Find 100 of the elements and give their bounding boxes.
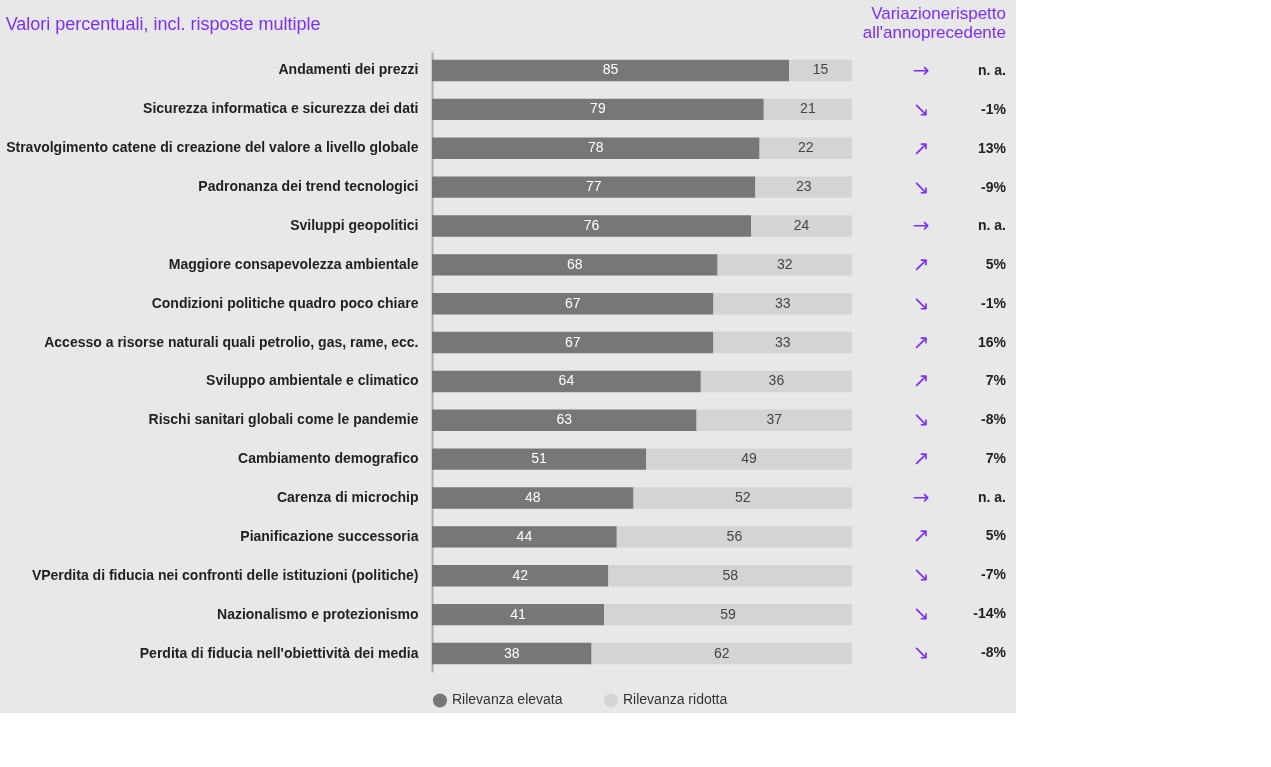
data-label: 63 — [556, 411, 573, 428]
y-tick-label: Andamenti dei prezzi — [278, 61, 419, 78]
text: -1% — [981, 101, 1007, 118]
data-label: 67 — [564, 294, 581, 311]
y-tick-label: Carenza di microchip — [276, 489, 419, 506]
legend-label: Rilevanza ridotta — [623, 691, 728, 708]
text: ↘ — [912, 290, 930, 315]
data-label: 68 — [567, 255, 583, 272]
data-label: 38 — [504, 644, 520, 661]
data-label: 33 — [774, 294, 791, 311]
bar — [432, 254, 718, 276]
bar — [432, 137, 760, 159]
bar — [432, 98, 764, 121]
bar — [432, 642, 592, 665]
text: n. a. — [977, 62, 1006, 79]
text: ↗ — [912, 329, 930, 354]
text: -8% — [981, 411, 1007, 428]
bar — [608, 565, 852, 587]
text: -9% — [981, 178, 1007, 195]
bar — [432, 176, 756, 198]
text: 7% — [985, 372, 1007, 389]
bar — [432, 565, 609, 587]
y-tick-label: Sviluppi geopolitici — [290, 216, 419, 233]
bar — [789, 59, 852, 82]
y-tick-label: Padronanza dei trend tecnologici — [198, 178, 419, 195]
text: Variazionerispetto all'annoprecedente — [862, 4, 1006, 42]
text: Valori percentuali, incl. risposte multiple — [5, 14, 321, 34]
text: 5% — [985, 256, 1007, 273]
data-label: 23 — [795, 178, 812, 195]
text: n. a. — [977, 217, 1006, 234]
text: ↘ — [912, 407, 930, 432]
text: → — [912, 213, 930, 238]
y-tick-label: Accesso a risorse naturali quali petrolio, gas, rame, ecc. — [44, 333, 419, 350]
text: ↗ — [912, 252, 930, 277]
data-label: 48 — [525, 489, 541, 506]
text: -7% — [981, 566, 1007, 583]
data-label: 62 — [714, 644, 730, 661]
bar — [759, 137, 852, 159]
text: ↗ — [912, 523, 930, 548]
data-label: 41 — [510, 605, 527, 622]
data-label: 79 — [590, 100, 606, 117]
bar — [432, 59, 789, 82]
data-label: 85 — [602, 61, 619, 78]
y-tick-label: Cambiamento demografico — [238, 450, 419, 467]
text: -14% — [973, 604, 1007, 621]
bar — [713, 331, 852, 354]
y-tick-label: VPerdita di fiducia nei confronti delle istituzioni (politiche) — [31, 566, 419, 583]
bar — [432, 487, 634, 509]
data-label: 24 — [793, 216, 810, 233]
bar — [646, 448, 852, 470]
y-tick-label: Sviluppo ambientale e climatico — [206, 372, 419, 389]
text: -1% — [981, 294, 1007, 311]
data-label: 52 — [735, 489, 751, 506]
data-label: 36 — [768, 372, 785, 389]
y-tick-label: Stravolgimento catene di creazione del valore a livello globale — [6, 139, 419, 156]
data-label: 15 — [812, 61, 829, 78]
data-label: 44 — [516, 527, 533, 544]
bar — [432, 370, 701, 393]
data-label: 33 — [774, 333, 791, 350]
y-tick-label: Condizioni politiche quadro poco chiare — [151, 294, 419, 311]
data-label: 21 — [800, 100, 816, 117]
legend-label: Rilevanza elevata — [452, 691, 563, 708]
text: → — [912, 484, 930, 509]
text: ↗ — [912, 368, 930, 393]
bar — [700, 370, 852, 393]
bar — [751, 215, 852, 237]
bar — [755, 176, 852, 198]
bar — [432, 409, 697, 431]
text: -8% — [981, 643, 1007, 660]
y-tick-label: Sicurezza informatica e sicurezza dei dati — [143, 100, 419, 117]
text: ↘ — [912, 174, 930, 199]
text: 16% — [977, 333, 1007, 350]
data-label: 59 — [720, 605, 737, 622]
data-label: 56 — [726, 527, 743, 544]
y-tick-label: Rischi sanitari globali come le pandemie — [148, 411, 419, 428]
text: ↘ — [912, 639, 930, 664]
text: ↗ — [912, 135, 930, 160]
text: 5% — [985, 527, 1007, 544]
y-tick-label: Pianificazione successoria — [240, 527, 419, 544]
text: ↘ — [912, 562, 930, 587]
bar — [432, 526, 617, 548]
text: n. a. — [977, 488, 1006, 505]
text: → — [912, 58, 930, 83]
bar — [591, 642, 852, 665]
bar — [432, 448, 647, 470]
bar — [713, 293, 852, 315]
text: ↘ — [912, 600, 930, 625]
y-tick-label: Perdita di fiducia nell'obiettività dei media — [139, 644, 419, 661]
text: 7% — [985, 449, 1007, 466]
data-label: 32 — [777, 255, 793, 272]
bar — [763, 98, 852, 121]
bar — [696, 409, 852, 431]
bar — [633, 487, 852, 509]
data-label: 77 — [585, 178, 602, 195]
text: ↗ — [912, 445, 930, 470]
y-tick-label: Maggiore consapevolezza ambientale — [168, 255, 419, 272]
data-label: 51 — [531, 450, 548, 467]
bar — [432, 215, 752, 237]
data-label: 37 — [766, 411, 783, 428]
text: ↘ — [912, 97, 930, 122]
